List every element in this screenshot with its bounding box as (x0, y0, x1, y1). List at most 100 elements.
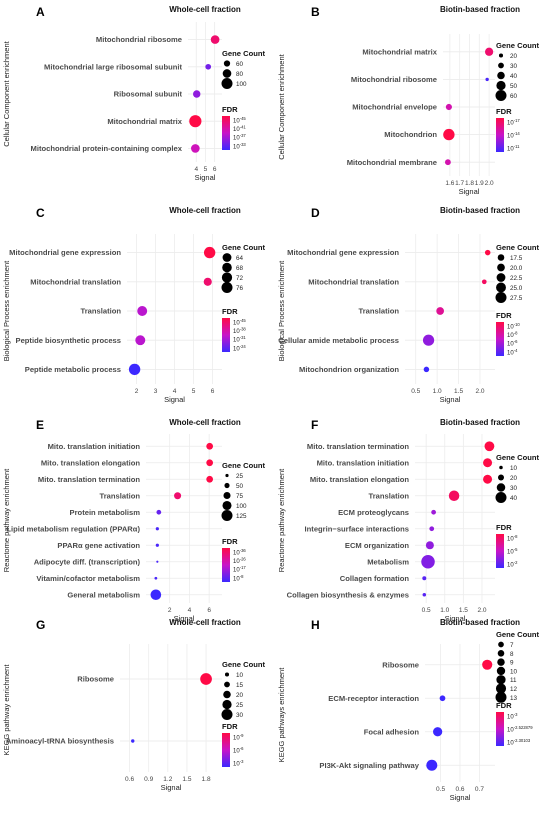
panel-title: Biotin-based fraction (440, 618, 520, 627)
size-legend-label: 25 (236, 702, 244, 709)
data-point (200, 673, 212, 685)
data-point (483, 474, 493, 484)
panel-title: Biotin-based fraction (440, 206, 520, 215)
category-label: Mitochondrial protein-containing complex (31, 144, 183, 153)
size-legend-label: 50 (510, 83, 518, 90)
data-point (135, 335, 146, 346)
category-label: Aminoacyl-tRNA biosynthesis (6, 737, 114, 746)
size-legend-dot (221, 272, 233, 283)
size-legend-label: 20 (236, 692, 244, 699)
category-label: Mito. translation termination (38, 475, 140, 484)
x-tick-label: 1.5 (454, 388, 463, 395)
size-legend-title: Gene Count (222, 461, 266, 470)
x-tick-label: 0.7 (475, 786, 484, 793)
data-point (137, 306, 148, 316)
x-tick-label: 4 (173, 388, 177, 395)
category-label: Focal adhesion (364, 727, 420, 736)
size-legend-dot (222, 69, 232, 78)
fdr-legend-title: FDR (222, 105, 238, 114)
data-point (445, 159, 451, 166)
x-tick-label: 0.5 (436, 786, 445, 793)
category-label: Mitochondrial matrix (362, 47, 437, 56)
size-legend-dot (495, 691, 507, 703)
panel-b: B Biotin-based fraction Cellular Component… (277, 5, 540, 196)
y-axis-title: Biological Process enrichment (2, 260, 11, 361)
fdr-color-bar (496, 712, 504, 746)
x-tick-label: 0.6 (455, 786, 464, 793)
category-label: Mitochondrial ribosome (351, 75, 437, 84)
category-label: Mitochondrial large ribosomal subunit (44, 62, 182, 71)
fdr-tick-label: 10-6 (233, 746, 244, 755)
data-point (443, 128, 455, 141)
size-legend-label: 25 (236, 473, 244, 480)
x-tick-label: 1.0 (433, 388, 442, 395)
panel-a: A Whole-cell fraction Cellular Component e… (2, 5, 266, 182)
size-legend-label: 100 (236, 81, 247, 88)
fdr-tick-label: 10-38 (233, 326, 246, 335)
y-axis-title: Cellular Component enrichment (2, 40, 11, 146)
fdr-tick-label: 10-3 (233, 759, 244, 768)
data-point (156, 509, 162, 515)
fdr-legend-title: FDR (496, 311, 512, 320)
category-label: Ribosome (77, 675, 114, 684)
fdr-legend-title: FDR (222, 307, 238, 316)
data-point (128, 363, 141, 376)
x-tick-label: 1.0 (440, 607, 449, 614)
data-point (421, 555, 435, 569)
size-legend-dot (495, 292, 507, 303)
size-legend-label: 9 (510, 660, 514, 667)
size-legend-dot (496, 273, 506, 282)
size-legend-dot (498, 62, 504, 69)
size-legend-dot (223, 491, 231, 500)
x-tick-label: 1.8 (465, 180, 474, 187)
size-legend-label: 30 (510, 63, 518, 70)
size-legend-dot (221, 510, 233, 521)
data-point (150, 589, 162, 601)
size-legend-dot (223, 60, 231, 67)
size-legend-label: 11 (510, 677, 517, 684)
fdr-tick-label: 10-37 (233, 133, 246, 142)
size-legend-dot (221, 709, 233, 720)
x-tick-label: 2.0 (477, 607, 486, 614)
panel-f: F Biotin-based fraction Reactome pathway e… (277, 418, 540, 623)
size-legend-dot (223, 690, 231, 699)
y-axis-title: KEGG pathways enrichment (277, 667, 286, 763)
data-point (483, 458, 493, 468)
panel-letter: F (311, 418, 318, 432)
panel-title: Whole-cell fraction (169, 5, 241, 14)
size-legend-dot (225, 473, 229, 478)
data-point (484, 249, 491, 256)
x-tick-label: 6 (211, 388, 215, 395)
category-label: ECM proteoglycans (338, 508, 409, 517)
size-legend-label: 80 (236, 71, 244, 78)
x-axis-title: Signal (450, 793, 471, 802)
category-label: Mito. translation elongation (310, 475, 409, 484)
size-legend-dot (222, 253, 232, 262)
fdr-tick-label: 10-17 (507, 118, 520, 127)
size-legend-title: Gene Count (496, 243, 540, 252)
size-legend-dot (496, 282, 506, 293)
size-legend-title: Gene Count (496, 41, 540, 50)
size-legend-dot (496, 675, 506, 685)
size-legend-label: 40 (510, 73, 518, 80)
panel-letter: E (36, 418, 44, 432)
fdr-color-bar (496, 534, 504, 568)
size-legend-label: 12 (510, 686, 518, 693)
size-legend-label: 76 (236, 285, 244, 292)
x-axis-title: Signal (459, 187, 480, 196)
category-label: Mitochondrial translation (308, 277, 399, 286)
size-legend-label: 10 (510, 465, 518, 472)
y-axis-title: Reactome pathway enrichment (277, 468, 286, 572)
x-tick-label: 6 (207, 607, 211, 614)
data-point (484, 47, 494, 56)
fdr-legend-title: FDR (222, 537, 238, 546)
fdr-legend-title: FDR (496, 523, 512, 532)
size-legend-dot (495, 90, 507, 101)
fdr-color-bar (222, 116, 230, 150)
x-axis-title: Signal (440, 395, 461, 404)
fdr-legend-title: FDR (496, 107, 512, 116)
data-point (448, 490, 460, 501)
size-legend-title: Gene Count (496, 453, 540, 462)
fdr-tick-label: 10-5 (507, 547, 518, 556)
panel-letter: G (36, 618, 45, 632)
